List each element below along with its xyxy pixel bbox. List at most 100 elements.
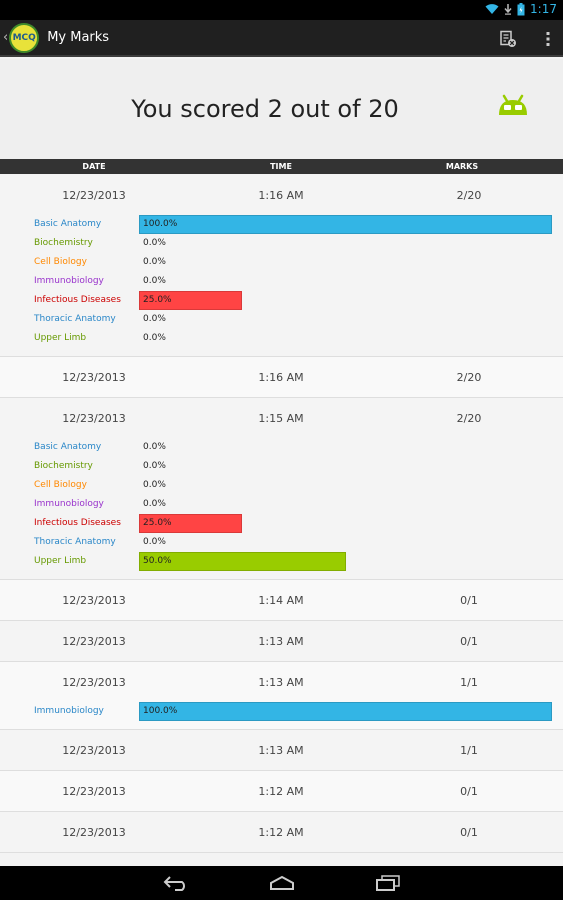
row-marks: 0/1 xyxy=(460,635,478,648)
subject-name: Basic Anatomy xyxy=(34,442,102,452)
clear-history-icon[interactable] xyxy=(499,30,517,48)
app-logo-text: MCQ xyxy=(12,32,36,43)
subject-line: Basic Anatomy 0.0% xyxy=(0,438,563,457)
subject-score-value: 0.0% xyxy=(143,537,166,547)
subject-breakdown: Basic Anatomy 0.0% Biochemistry 0.0% Cell Bi… xyxy=(0,438,563,579)
subject-score-value: 0.0% xyxy=(143,257,166,267)
clock: 1:17 xyxy=(530,2,557,16)
marks-row-summary[interactable]: 12/23/2013 1:13 AM 1/1 xyxy=(0,730,563,770)
row-time: 1:16 AM xyxy=(258,371,304,384)
screen-title: My Marks xyxy=(47,30,110,45)
subject-score-value: 100.0% xyxy=(143,706,178,716)
action-bar: ‹ MCQ My Marks xyxy=(0,20,563,57)
marks-row[interactable]: 12/23/2013 1:13 AM 0/1 xyxy=(0,621,563,662)
home-icon[interactable] xyxy=(269,875,295,891)
subject-name: Biochemistry xyxy=(34,461,93,471)
marks-row[interactable]: 12/23/2013 1:15 AM 2/20 Basic Anatomy 0.0% Bi… xyxy=(0,398,563,580)
row-date: 12/23/2013 xyxy=(62,371,126,384)
subject-name: Upper Limb xyxy=(34,333,87,343)
subject-score-value: 0.0% xyxy=(143,442,166,452)
marks-row[interactable]: 12/23/2013 1:16 AM 2/20 xyxy=(0,357,563,398)
subject-score-value: 0.0% xyxy=(143,314,166,324)
row-time: 1:12 AM xyxy=(258,785,304,798)
marks-row[interactable]: 12/23/2013 1:16 AM 2/20 Basic Anatomy 100.0%… xyxy=(0,175,563,357)
row-marks: 0/1 xyxy=(460,785,478,798)
wifi-icon xyxy=(485,4,499,14)
row-marks: 1/1 xyxy=(460,744,478,757)
status-icons: 1:17 xyxy=(485,2,557,16)
row-marks: 1/1 xyxy=(460,676,478,689)
marks-row-summary[interactable]: 12/23/2013 1:13 AM 0/1 xyxy=(0,621,563,661)
subject-line: Cell Biology 0.0% xyxy=(0,253,563,272)
row-time: 1:13 AM xyxy=(258,744,304,757)
marks-row[interactable]: 12/23/2013 1:13 AM 1/1 Immunobiology 100.0% xyxy=(0,662,563,730)
marks-row-summary[interactable]: 12/23/2013 1:16 AM 2/20 xyxy=(0,175,563,215)
row-time: 1:16 AM xyxy=(258,189,304,202)
score-panel: You scored 2 out of 20 xyxy=(0,59,563,159)
overflow-menu-icon[interactable] xyxy=(545,30,551,48)
subject-line: Infectious Diseases 25.0% xyxy=(0,514,563,533)
marks-row-summary[interactable]: 12/23/2013 1:12 AM 0/1 xyxy=(0,771,563,811)
marks-row[interactable]: 12/23/2013 1:12 AM 0/1 xyxy=(0,771,563,812)
subject-name: Biochemistry xyxy=(34,238,93,248)
subject-score-value: 0.0% xyxy=(143,461,166,471)
subject-name: Cell Biology xyxy=(34,257,87,267)
subject-line: Immunobiology 0.0% xyxy=(0,495,563,514)
row-date: 12/23/2013 xyxy=(62,412,126,425)
marks-row-summary[interactable]: 12/23/2013 1:12 AM 0/1 xyxy=(0,812,563,852)
subject-score-bar xyxy=(139,291,242,310)
row-date: 12/23/2013 xyxy=(62,826,126,839)
subject-name: Thoracic Anatomy xyxy=(34,537,116,547)
row-date: 12/23/2013 xyxy=(62,676,126,689)
status-bar: 1:17 xyxy=(0,0,563,20)
back-icon[interactable] xyxy=(163,875,189,891)
row-time: 1:12 AM xyxy=(258,826,304,839)
subject-name: Basic Anatomy xyxy=(34,219,102,229)
android-icon xyxy=(499,94,527,115)
subject-breakdown: Immunobiology 100.0% xyxy=(0,702,563,729)
marks-row-summary[interactable]: 12/23/2013 1:16 AM 2/20 xyxy=(0,357,563,397)
row-time: 1:13 AM xyxy=(258,676,304,689)
subject-score-value: 0.0% xyxy=(143,276,166,286)
marks-row-summary[interactable]: 12/23/2013 1:15 AM 2/20 xyxy=(0,398,563,438)
subject-name: Infectious Diseases xyxy=(34,295,121,305)
marks-row[interactable]: 12/23/2013 1:13 AM 1/1 xyxy=(0,730,563,771)
subject-line: Upper Limb 0.0% xyxy=(0,329,563,348)
row-date: 12/23/2013 xyxy=(62,744,126,757)
marks-column-header: MARKS xyxy=(445,162,479,171)
row-date: 12/23/2013 xyxy=(62,594,126,607)
marks-row-summary[interactable]: 12/23/2013 1:14 AM 0/1 xyxy=(0,580,563,620)
subject-score-value: 0.0% xyxy=(143,333,166,343)
subject-score-value: 0.0% xyxy=(143,499,166,509)
row-date: 12/23/2013 xyxy=(62,189,126,202)
subject-name: Cell Biology xyxy=(34,480,87,490)
subject-score-value: 25.0% xyxy=(143,518,172,528)
subject-score-value: 25.0% xyxy=(143,295,172,305)
subject-score-bar xyxy=(139,702,552,721)
subject-line: Biochemistry 0.0% xyxy=(0,457,563,476)
marks-row[interactable]: 12/23/2013 1:14 AM 0/1 xyxy=(0,580,563,621)
row-time: 1:15 AM xyxy=(258,412,304,425)
subject-line: Upper Limb 50.0% xyxy=(0,552,563,571)
subject-name: Immunobiology xyxy=(34,706,104,716)
app-logo[interactable]: MCQ xyxy=(9,22,40,53)
date-column-header: DATE xyxy=(82,162,106,171)
up-caret-icon[interactable]: ‹ xyxy=(3,30,9,45)
marks-list[interactable]: 12/23/2013 1:16 AM 2/20 Basic Anatomy 100.0%… xyxy=(0,175,563,853)
time-column-header: TIME xyxy=(270,162,292,171)
marks-row-summary[interactable]: 12/23/2013 1:13 AM 1/1 xyxy=(0,662,563,702)
subject-score-bar xyxy=(139,552,346,571)
row-marks: 2/20 xyxy=(456,371,482,384)
recent-apps-icon[interactable] xyxy=(375,875,401,891)
download-icon xyxy=(504,4,512,15)
row-time: 1:13 AM xyxy=(258,635,304,648)
marks-row[interactable]: 12/23/2013 1:12 AM 0/1 xyxy=(0,812,563,853)
subject-score-value: 100.0% xyxy=(143,219,178,229)
subject-line: Cell Biology 0.0% xyxy=(0,476,563,495)
row-time: 1:14 AM xyxy=(258,594,304,607)
row-marks: 0/1 xyxy=(460,594,478,607)
column-header: DATE TIME MARKS xyxy=(0,159,563,174)
score-summary: You scored 2 out of 20 xyxy=(131,95,399,123)
subject-score-value: 0.0% xyxy=(143,480,166,490)
subject-score-value: 50.0% xyxy=(143,556,172,566)
